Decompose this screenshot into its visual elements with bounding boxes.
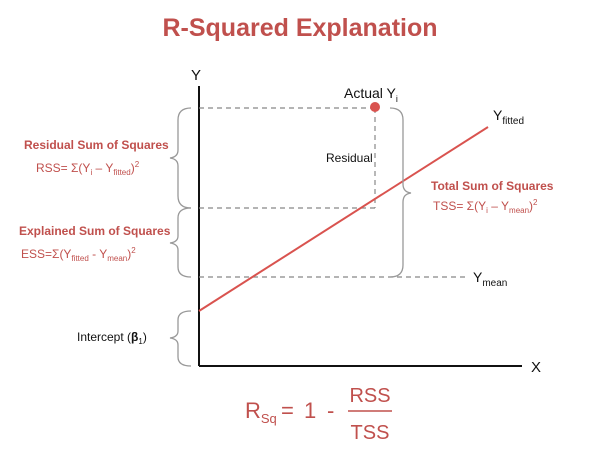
formula-numerator: RSS xyxy=(349,385,390,407)
formula-equals: = xyxy=(281,398,294,423)
tss-formula: TSS= Σ(Yi – Ymean)2 xyxy=(433,198,538,215)
diagram-title: R-Squared Explanation xyxy=(162,14,438,42)
tss-heading: Total Sum of Squares xyxy=(431,179,554,193)
actual-y-label: Actual Yi xyxy=(344,85,398,104)
y-axis-label: Y xyxy=(191,67,201,84)
formula-lhs: RSq xyxy=(245,398,277,426)
ess-brace xyxy=(169,207,192,278)
formula-denominator: TSS xyxy=(351,422,390,444)
intercept-brace xyxy=(169,310,192,367)
intercept-label: Intercept (β1) xyxy=(77,330,147,346)
rss-brace xyxy=(169,107,192,209)
x-axis-label: X xyxy=(531,359,541,376)
fitted-regression-line xyxy=(198,126,489,312)
ess-formula: ESS=Σ(Yfitted - Ymean)2 xyxy=(21,246,136,263)
actual-data-point xyxy=(370,102,380,112)
formula-minus: - xyxy=(327,398,334,423)
ess-heading: Explained Sum of Squares xyxy=(19,224,171,238)
rss-heading: Residual Sum of Squares xyxy=(24,138,169,152)
residual-label: Residual xyxy=(326,151,373,165)
y-fitted-label: Yfitted xyxy=(493,107,524,127)
tss-brace xyxy=(389,107,412,278)
rss-formula: RSS= Σ(Yi – Yfitted)2 xyxy=(36,160,140,177)
y-mean-label: Ymean xyxy=(473,269,507,289)
formula-one: 1 xyxy=(304,398,316,423)
